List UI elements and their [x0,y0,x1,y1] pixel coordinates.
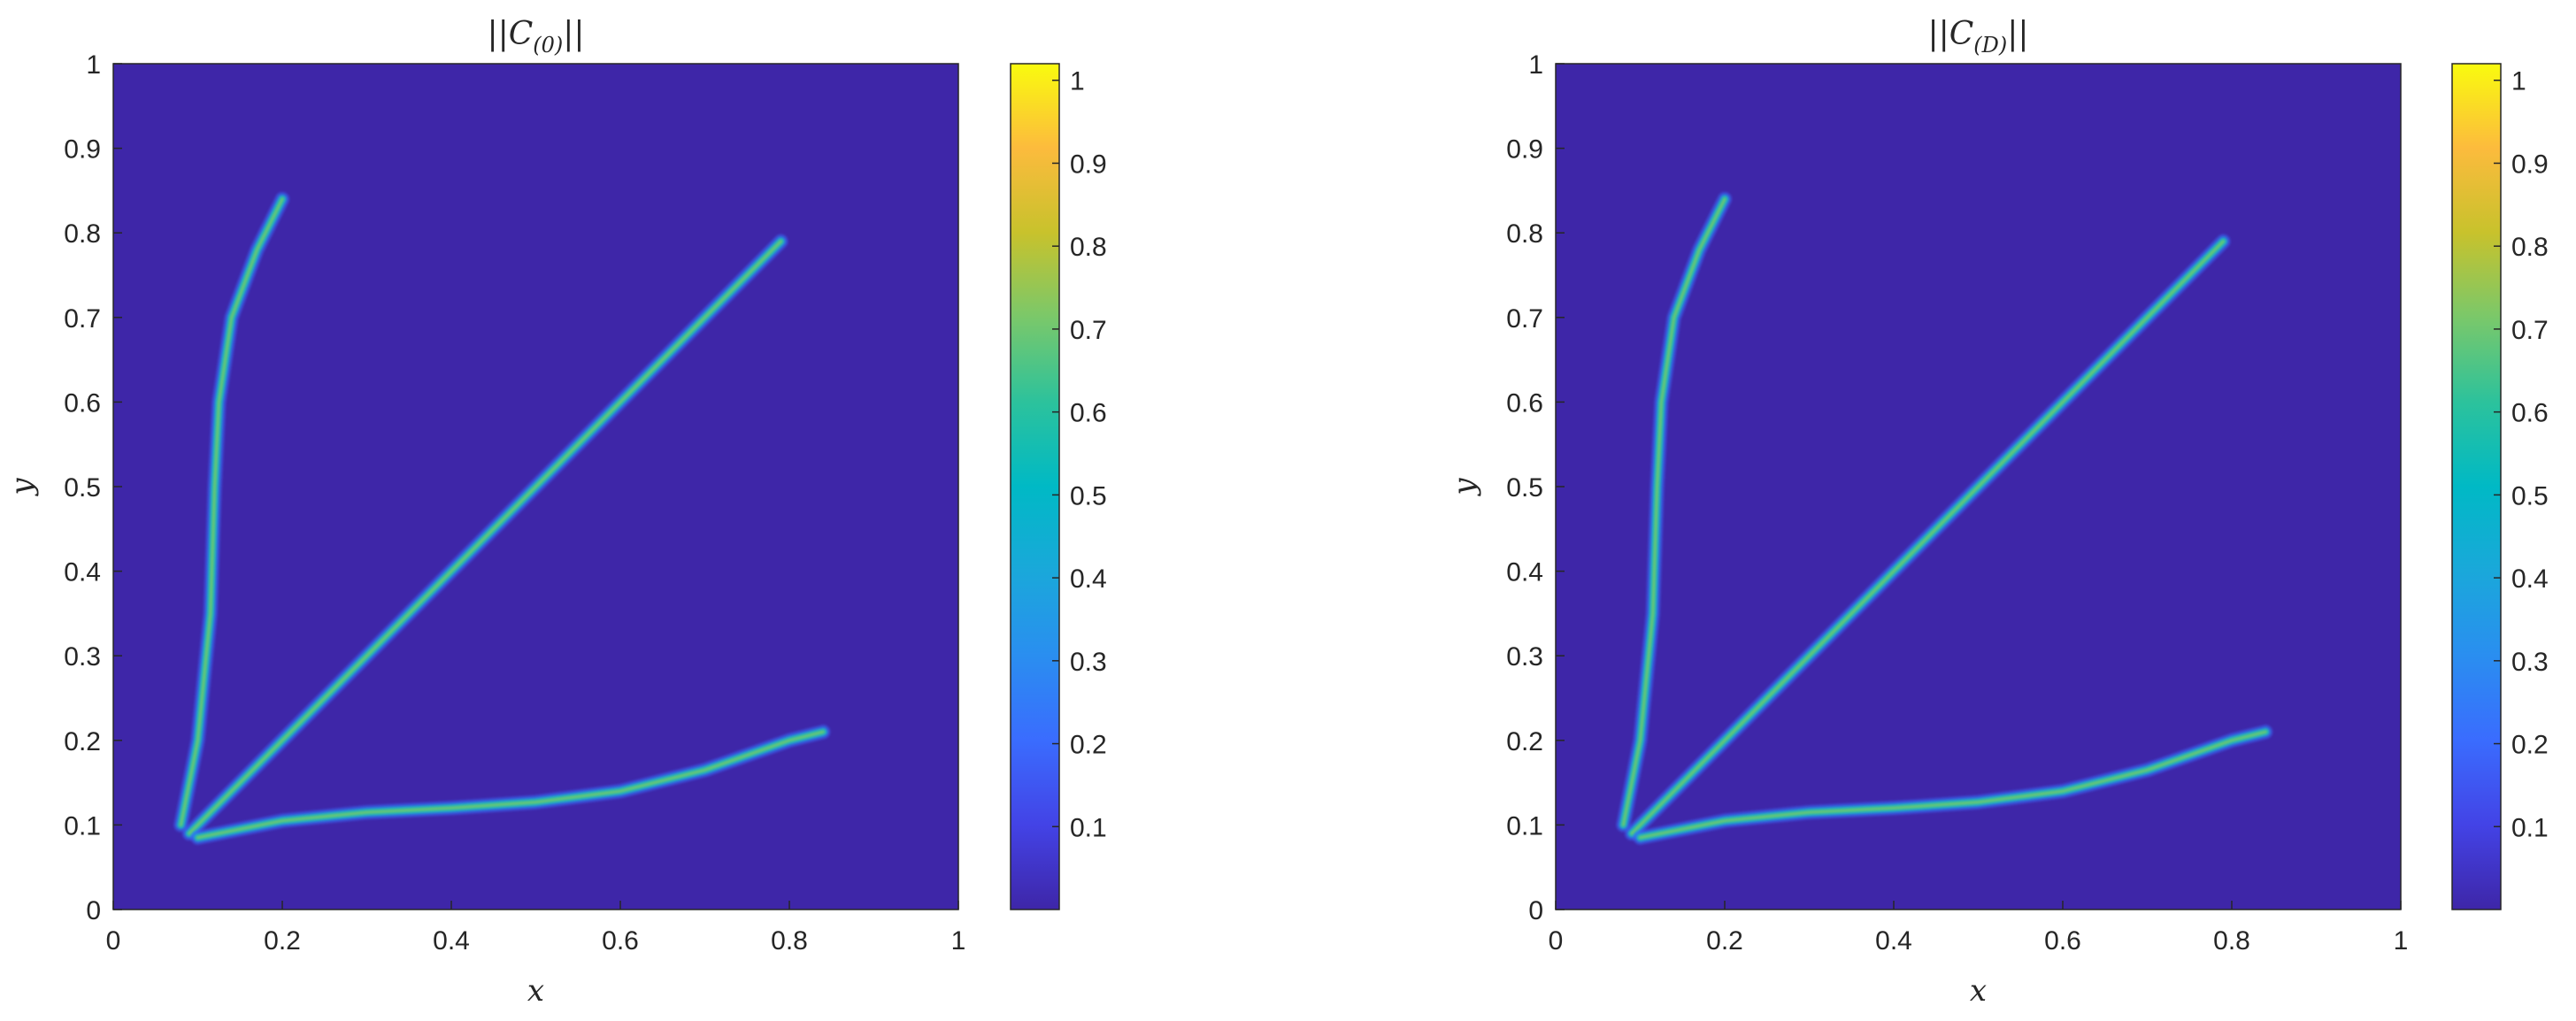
y-axis-title: y [4,478,40,497]
colorbar-tick-label: 0.2 [2511,731,2549,760]
colorbar-tick-label: 1 [2511,67,2526,96]
y-tick-label: 0.9 [1506,135,1543,165]
y-tick-label: 0.8 [64,219,101,249]
chart-panel-2: 0 0.2 0.4 0.6 0.8 1 0 0.1 0.2 0.3 0.4 0.5 0.6 0.7 0.8 0… [1447,16,2549,1009]
plot-title: ||C(D)|| [1927,16,2028,58]
y-tick-label: 0.3 [64,642,101,672]
chart-panel-1: 0 0.2 0.4 0.6 0.8 1 0 0.1 0.2 0.3 0.4 0.5 0.6 0.7 0.8 0… [4,16,1107,1009]
y-tick-label: 1 [1528,50,1543,80]
colorbar-tick-label: 0.2 [1070,731,1107,760]
y-tick-label: 0.1 [1506,811,1543,841]
plot-title-end: || [2007,16,2028,52]
colorbar-tick-label: 1 [1070,67,1085,96]
y-tick-label: 0.7 [64,304,101,334]
y-tick-label: 0.4 [64,558,101,587]
colorbar [1010,63,1060,910]
plot-title-end: || [563,16,584,52]
x-tick-label: 0.6 [2044,926,2081,956]
upper-ridge-core-3 [180,197,284,826]
diagonal-ridge-core-3 [1630,240,2225,835]
ridge-layer [1616,192,2273,845]
x-axis-title: x [527,973,544,1009]
x-axis-title: x [1970,973,1987,1009]
diagonal-ridge-core-3 [188,240,782,835]
colorbar-tick-label: 0.3 [1070,648,1107,677]
y-tick-label: 0.2 [1506,727,1543,756]
colorbar-tick-label: 0.8 [2511,233,2549,262]
x-tick-label: 0 [1549,926,1564,956]
colorbar-tick-label: 0.6 [1070,399,1107,428]
colorbar [2451,63,2502,910]
y-tick-label: 0.2 [64,727,101,756]
colorbar-tick-label: 0.5 [1070,481,1107,510]
lower-ridge-core-3 [196,730,825,839]
colorbar-tick-label: 0.7 [1070,316,1107,345]
colorbar-tick-label: 0.7 [2511,316,2549,345]
y-tick-label: 0.6 [1506,388,1543,418]
upper-ridge-core-3 [1622,197,1726,826]
colorbar-tick-label: 0.1 [1070,813,1107,842]
y-tick-label: 0.4 [1506,558,1543,587]
plot-title-main: ||C [487,16,533,52]
y-tick-label: 0.9 [64,135,101,165]
plot-title-subscript: (D) [1973,33,2007,58]
x-tick-label: 0.4 [433,926,470,956]
x-tick-label: 0.4 [1875,926,1912,956]
y-axis-title: y [1447,478,1482,497]
y-tick-label: 0 [1528,896,1543,925]
x-tick-label: 0.2 [264,926,301,956]
colorbar-tick-label: 0.3 [2511,648,2549,677]
y-tick-label: 0.6 [64,388,101,418]
y-tick-label: 0.3 [1506,642,1543,672]
y-tick-label: 1 [86,50,101,80]
x-tick-label: 1 [951,926,966,956]
y-tick-label: 0.5 [64,473,101,503]
y-tick-label: 0.5 [1506,473,1543,503]
ridge-layer [173,192,831,845]
y-tick-label: 0 [86,896,101,925]
y-tick-label: 0.7 [1506,304,1543,334]
colorbar-tick-label: 0.9 [1070,150,1107,179]
y-tick-label: 0.1 [64,811,101,841]
colorbar-tick-label: 0.4 [1070,564,1107,594]
plot-title-main: ||C [1927,16,1973,52]
x-tick-label: 0.2 [1706,926,1743,956]
plot-title: ||C(0)|| [487,16,584,58]
plot-title-subscript: (0) [533,33,563,58]
colorbar-tick-label: 0.6 [2511,399,2549,428]
colorbar-tick-label: 0.9 [2511,150,2549,179]
colorbar-tick-label: 0.1 [2511,813,2549,842]
x-tick-label: 0.6 [602,926,639,956]
x-tick-label: 0.8 [771,926,808,956]
colorbar-tick-label: 0.5 [2511,481,2549,510]
x-tick-label: 0.8 [2213,926,2250,956]
x-tick-label: 0 [106,926,121,956]
colorbar-tick-label: 0.4 [2511,564,2549,594]
lower-ridge-core-3 [1639,730,2267,839]
colorbar-tick-label: 0.8 [1070,233,1107,262]
y-tick-label: 0.8 [1506,219,1543,249]
x-tick-label: 1 [2394,926,2409,956]
